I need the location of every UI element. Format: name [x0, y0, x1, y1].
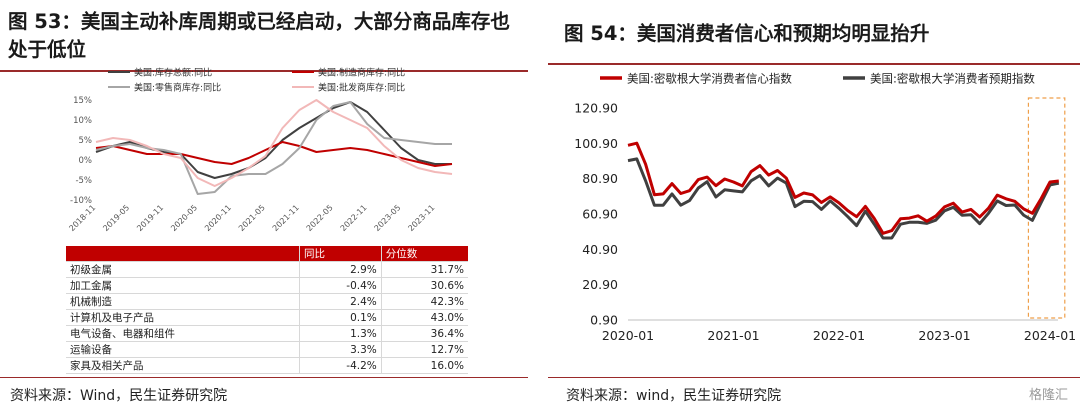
y-tick-label: 60.90 [582, 207, 618, 222]
table-row: 电气设备、电器和组件 1.3% 36.4% [66, 325, 468, 342]
x-tick-label: 2024-01 [1024, 328, 1076, 343]
table-header-percentile: 分位数 [380, 246, 468, 262]
table-header-yoy: 同比 [299, 246, 382, 262]
table-cell-percentile: 31.7% [380, 261, 468, 278]
table-cell-percentile: 12.7% [380, 341, 468, 358]
inventory-category-table: 同比 分位数 初级金属 2.9% 31.7% 加工金属 -0.4% 30.6% 机械制造 2.… [66, 246, 468, 374]
y-tick-label: 5% [79, 136, 93, 146]
watermark-logo: 格隆汇 [1028, 388, 1068, 403]
x-tick-label: 2019-05 [101, 203, 131, 233]
left-footer-divider [0, 377, 528, 378]
y-tick-label: 40.90 [582, 242, 618, 257]
highlight-box [1027, 97, 1066, 319]
table-cell-yoy: 3.3% [299, 341, 382, 358]
table-cell-percentile: 42.3% [380, 293, 468, 310]
table-cell-yoy: -4.2% [299, 357, 382, 374]
y-tick-label: 0% [79, 156, 93, 166]
right-panel: 图 54：美国消费者信心和预期均明显抬升 美国:密歇根大学消费者信心指数 美国:密… [548, 0, 1080, 411]
table-row: 家具及相关产品 -4.2% 16.0% [66, 357, 468, 374]
x-tick-label: 2020-11 [203, 203, 233, 233]
legend-label: 美国:制造商库存:同比 [318, 67, 405, 79]
consumer-sentiment-chart: 美国:密歇根大学消费者信心指数 美国:密歇根大学消费者预期指数 120.90 100.… [574, 72, 1076, 344]
x-tick-label: 2021-11 [271, 203, 301, 233]
table-cell-category: 计算机及电子产品 [66, 309, 300, 326]
x-tick-label: 2023-11 [406, 203, 436, 233]
table-cell-yoy: -0.4% [299, 277, 382, 294]
legend-label: 美国:批发商库存:同比 [318, 82, 405, 94]
series-line [95, 141, 453, 167]
table-cell-percentile: 30.6% [380, 277, 468, 294]
x-tick-label: 2023-05 [373, 203, 403, 233]
y-tick-label: 20.90 [582, 277, 618, 292]
table-cell-category: 家具及相关产品 [66, 357, 300, 374]
series-line [627, 157, 1060, 240]
x-tick-label: 2022-05 [305, 203, 335, 233]
series-line [95, 99, 453, 187]
table-cell-category: 初级金属 [66, 261, 300, 278]
x-tick-label: 2018-11 [67, 203, 97, 233]
y-tick-label: 0.90 [590, 313, 618, 328]
legend-label: 美国:密歇根大学消费者信心指数 [627, 72, 792, 86]
y-tick-label: 100.90 [574, 136, 618, 151]
left-panel: 图 53：美国主动补库周期或已经启动，大部分商品库存也处于低位 美国:库存总额:… [0, 0, 528, 411]
table-cell-yoy: 1.3% [299, 325, 382, 342]
table-cell-yoy: 2.4% [299, 293, 382, 310]
y-tick-label: 15% [73, 96, 92, 106]
table-cell-yoy: 0.1% [299, 309, 382, 326]
x-tick-label: 2023-01 [918, 328, 970, 343]
right-chart-title: 图 54：美国消费者信心和预期均明显抬升 [564, 22, 930, 45]
legend-label: 美国:密歇根大学消费者预期指数 [870, 72, 1035, 86]
x-tick-label: 2020-01 [602, 328, 654, 343]
x-tick-label: 2021-01 [707, 328, 759, 343]
x-tick-label: 2022-01 [813, 328, 865, 343]
x-tick-label: 2020-05 [169, 203, 199, 233]
right-footer-divider [548, 377, 1080, 378]
left-chart-title: 图 53：美国主动补库周期或已经启动，大部分商品库存也处于低位 [8, 10, 510, 61]
left-source-note: 资料来源：Wind，民生证券研究院 [10, 388, 228, 404]
y-tick-label: -10% [70, 196, 92, 206]
table-row: 初级金属 2.9% 31.7% [66, 261, 468, 278]
table-row: 加工金属 -0.4% 30.6% [66, 277, 468, 294]
right-title-divider [548, 63, 1080, 65]
x-tick-label: 2019-11 [135, 203, 165, 233]
y-tick-label: 80.90 [582, 171, 618, 186]
right-source-note: 资料来源：wind，民生证券研究院 [566, 388, 782, 404]
y-tick-label: 120.90 [574, 101, 618, 116]
table-cell-category: 加工金属 [66, 277, 300, 294]
table-cell-yoy: 2.9% [299, 261, 382, 278]
table-cell-category: 机械制造 [66, 293, 300, 310]
x-tick-label: 2022-11 [339, 203, 369, 233]
legend-label: 美国:零售商库存:同比 [134, 82, 221, 94]
table-cell-percentile: 43.0% [380, 309, 468, 326]
table-cell-category: 运输设备 [66, 341, 300, 358]
x-tick-label: 2021-05 [237, 203, 267, 233]
table-row: 机械制造 2.4% 42.3% [66, 293, 468, 310]
legend-label: 美国:库存总额:同比 [134, 67, 212, 79]
y-tick-label: -5% [75, 176, 92, 186]
table-header-row: 同比 分位数 [66, 246, 468, 262]
table-row: 计算机及电子产品 0.1% 43.0% [66, 309, 468, 326]
table-cell-category: 电气设备、电器和组件 [66, 325, 300, 342]
table-cell-percentile: 36.4% [380, 325, 468, 342]
table-row: 运输设备 3.3% 12.7% [66, 341, 468, 358]
series-line [627, 141, 1059, 235]
table-header-blank [66, 246, 300, 262]
y-tick-label: 10% [73, 116, 92, 126]
table-cell-percentile: 16.0% [380, 357, 468, 374]
left-title-divider [0, 70, 528, 72]
